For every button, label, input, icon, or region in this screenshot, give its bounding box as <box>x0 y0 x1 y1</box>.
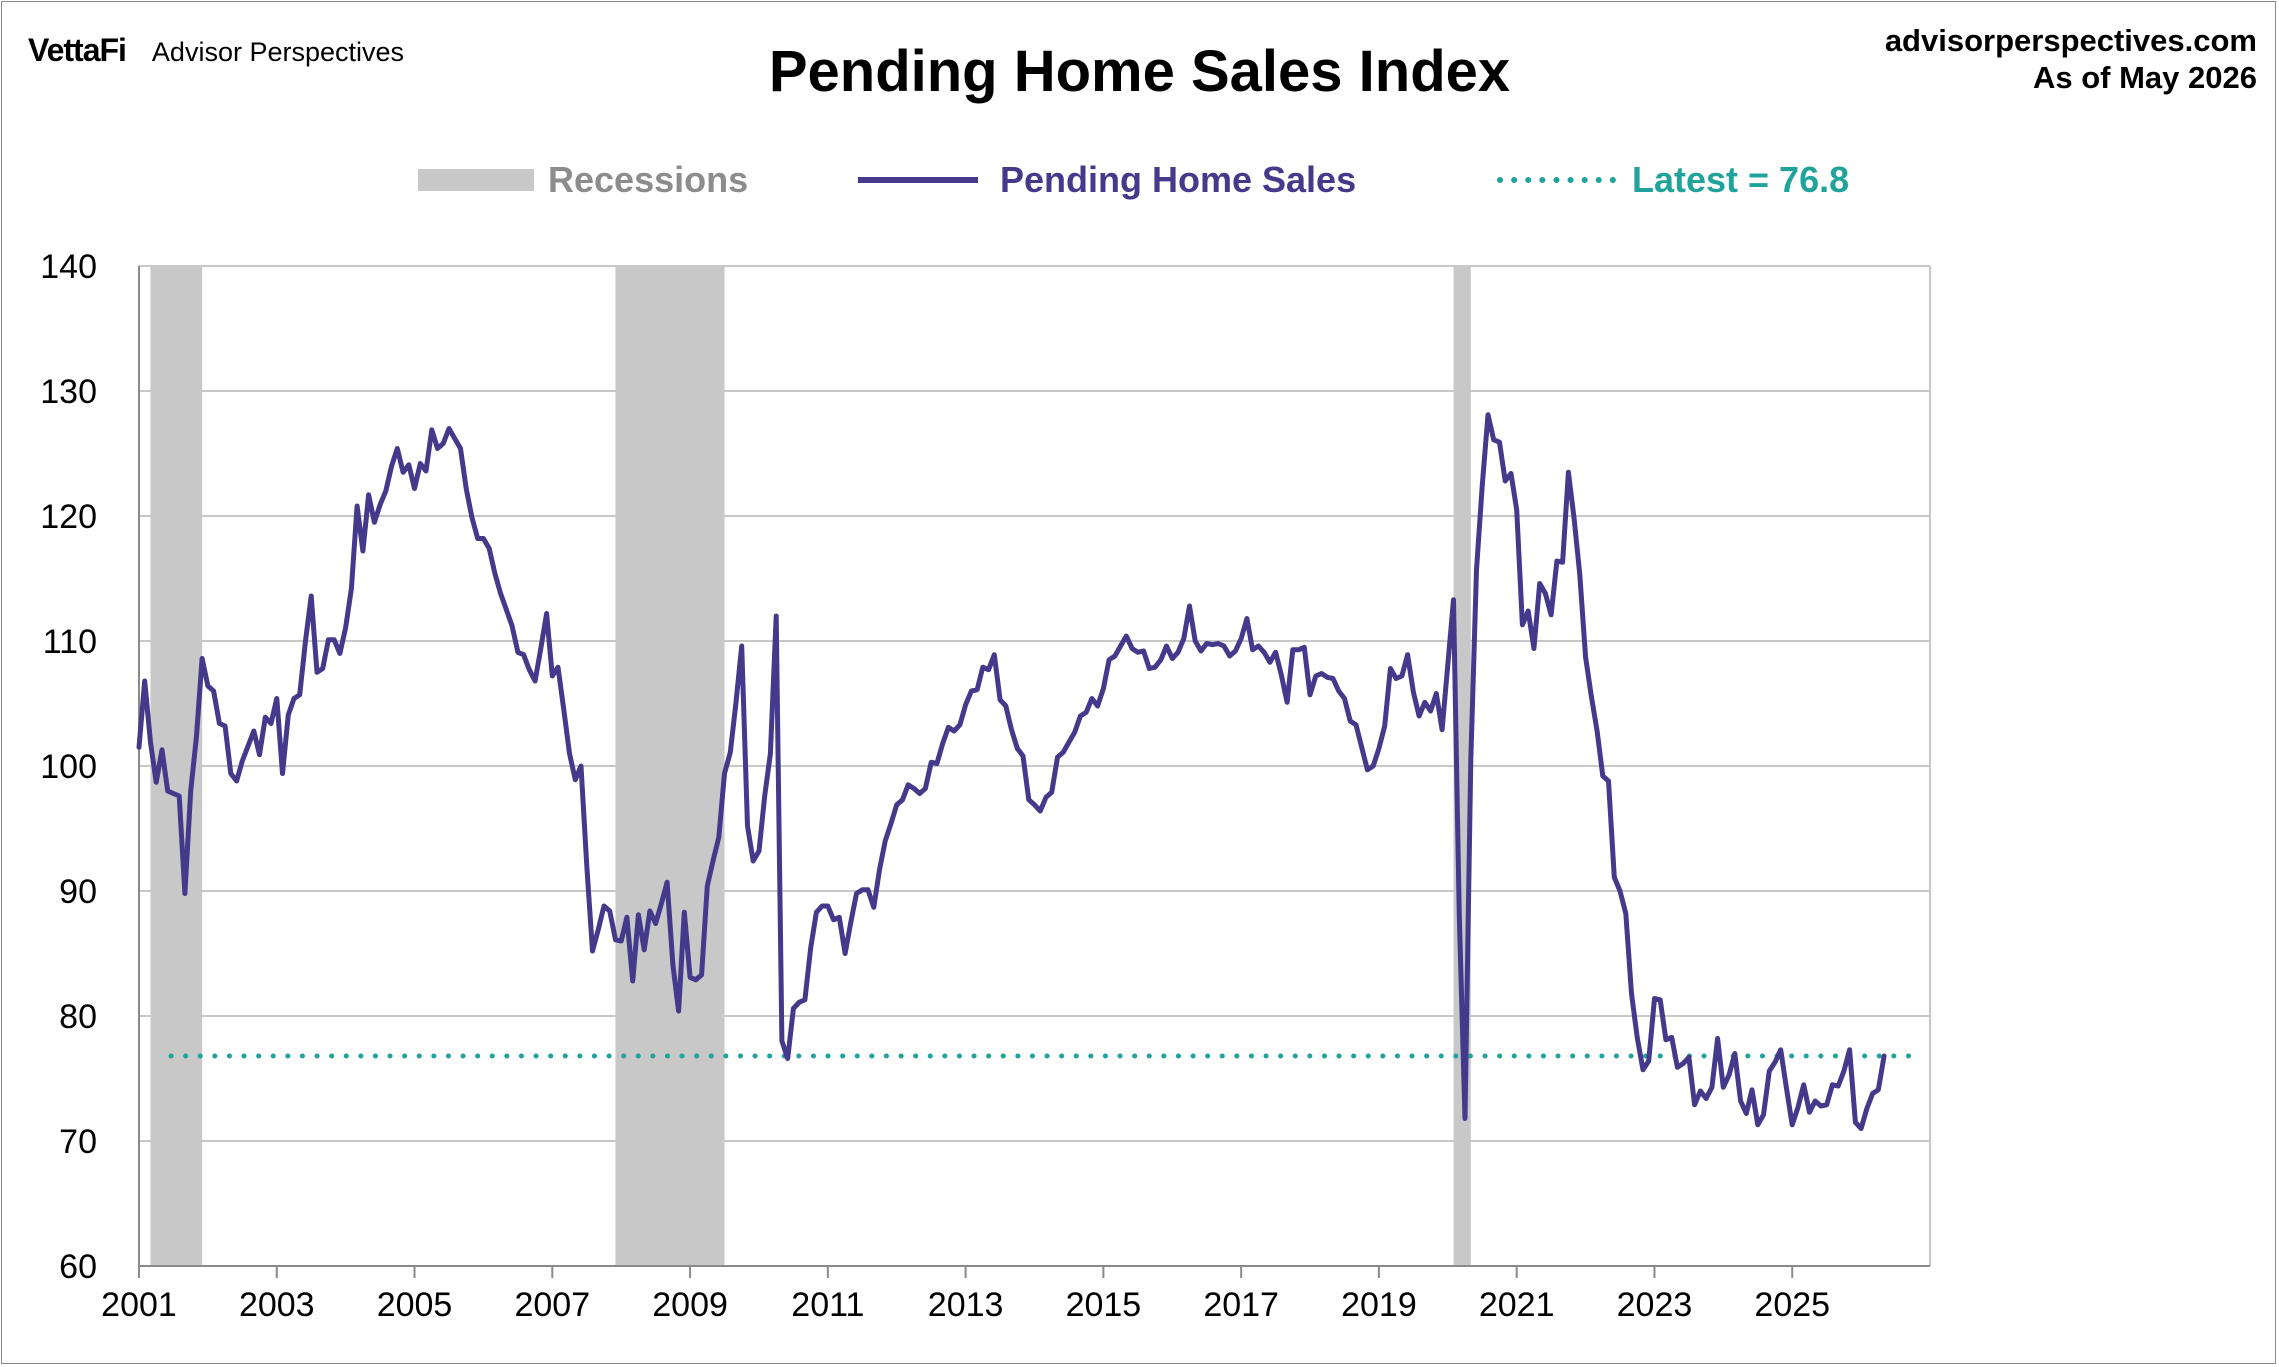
legend-series-label: Pending Home Sales <box>1000 159 1356 200</box>
y-tick-label: 140 <box>40 248 97 286</box>
x-axis-labels: 2001 2003 2005 2007 2009 2011 2013 2015 2017 2019… <box>101 1266 1830 1324</box>
y-tick-label: 100 <box>40 748 97 786</box>
gridlines <box>138 265 1931 1267</box>
y-tick-label: 120 <box>40 498 97 536</box>
series-line-pending-home-sales <box>136 412 1887 1131</box>
x-tick-label: 2003 <box>239 1286 315 1324</box>
x-tick-label: 2023 <box>1617 1286 1693 1324</box>
x-tick-label: 2025 <box>1754 1286 1830 1324</box>
x-tick-label: 2007 <box>514 1286 590 1324</box>
x-tick-label: 2011 <box>791 1286 864 1324</box>
y-tick-label: 60 <box>59 1248 97 1286</box>
x-tick-label: 2019 <box>1341 1286 1417 1324</box>
y-tick-label: 90 <box>59 873 97 911</box>
source-block: advisorperspectives.com As of May 2026 <box>1885 22 2257 96</box>
brand-name: VettaFi <box>28 32 127 68</box>
x-tick-label: 2015 <box>1066 1286 1142 1324</box>
y-axis-labels: 60 70 80 90 100 110 120 130 140 <box>40 248 97 1286</box>
y-tick-label: 80 <box>59 998 97 1036</box>
chart-title: Pending Home Sales Index <box>768 39 1511 104</box>
x-tick-label: 2001 <box>101 1286 177 1324</box>
legend-recessions-swatch <box>418 169 534 191</box>
x-tick-label: 2017 <box>1203 1286 1279 1324</box>
y-tick-label: 70 <box>59 1123 97 1161</box>
series-group <box>136 412 1887 1131</box>
source-url: advisorperspectives.com <box>1884 23 2257 58</box>
x-tick-label: 2021 <box>1479 1286 1555 1324</box>
legend: Recessions Pending Home Sales Latest = 7… <box>418 159 1849 200</box>
x-tick-label: 2005 <box>377 1286 453 1324</box>
y-tick-label: 130 <box>40 373 97 411</box>
y-tick-label: 110 <box>43 623 97 661</box>
brand-logo: VettaFi Advisor Perspectives <box>28 32 404 69</box>
x-tick-label: 2013 <box>928 1286 1004 1324</box>
brand-subtitle: Advisor Perspectives <box>151 37 405 67</box>
legend-recessions-label: Recessions <box>548 159 748 200</box>
x-tick-label: 2009 <box>652 1286 728 1324</box>
as-of-date: As of May 2026 <box>2033 60 2257 95</box>
legend-latest-label: Latest = 76.8 <box>1632 159 1849 200</box>
